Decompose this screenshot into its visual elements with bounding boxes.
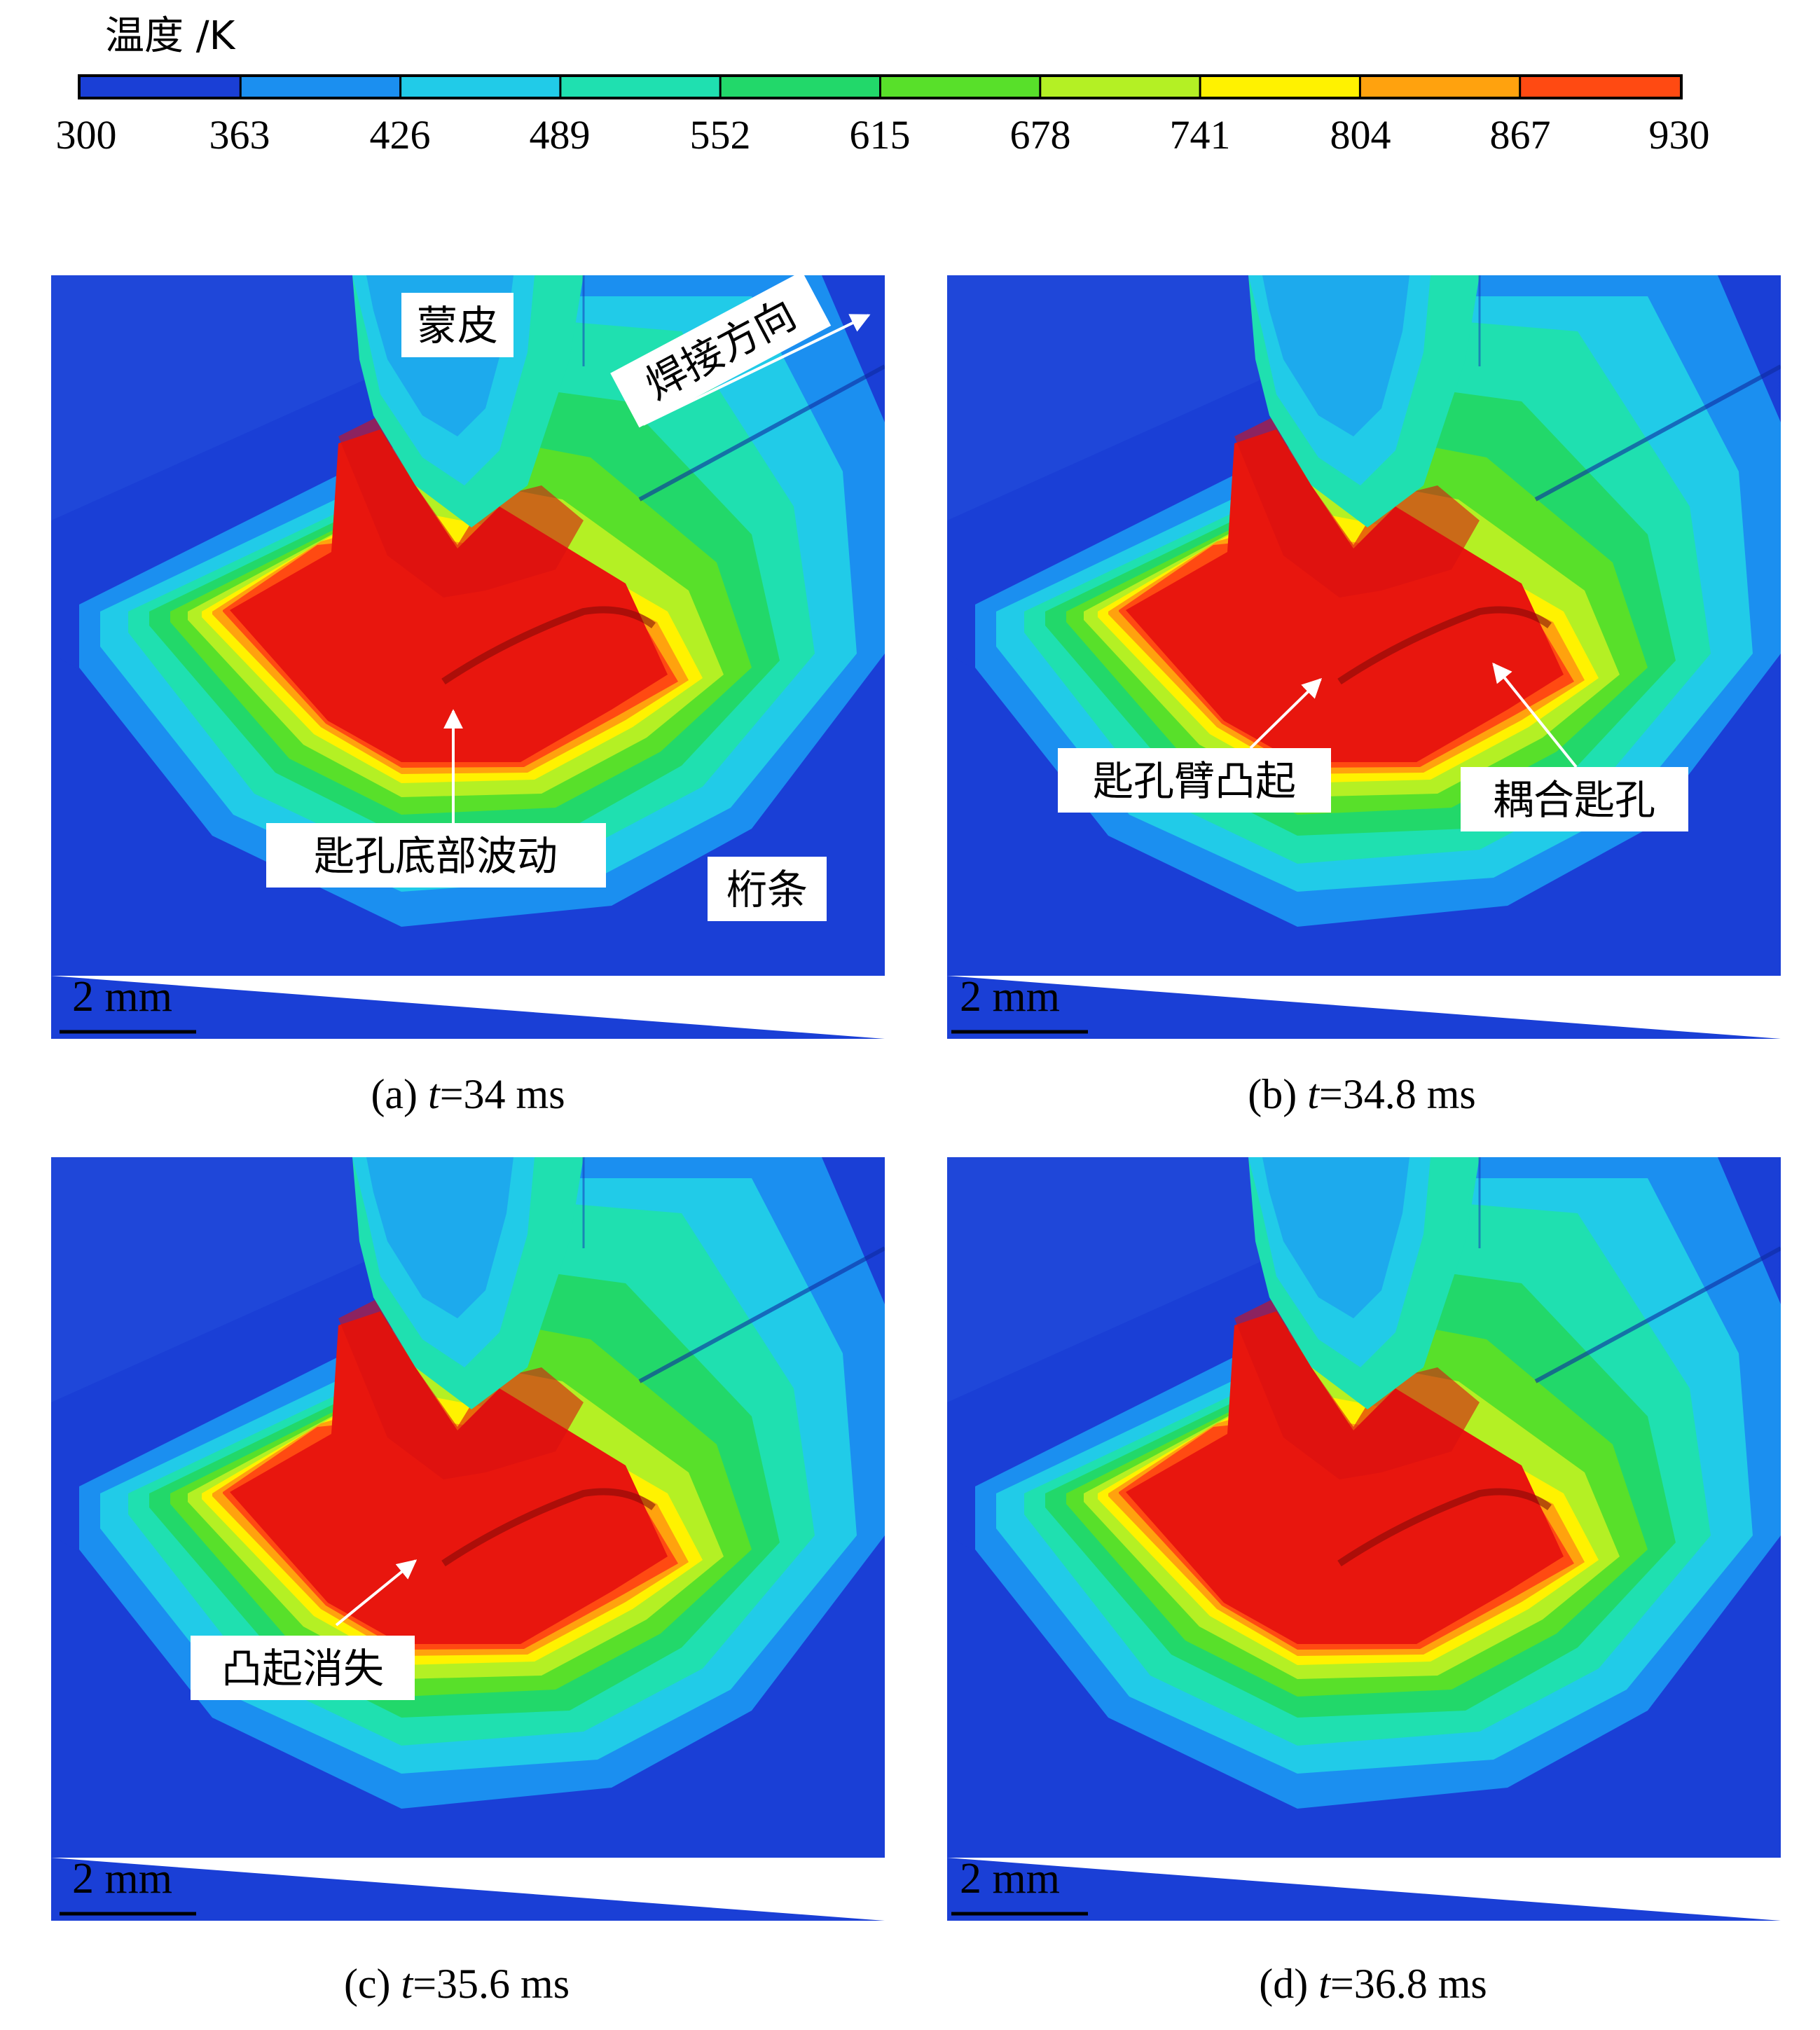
colorbar-ticks [239, 77, 1522, 97]
colorbar-segment [720, 77, 881, 97]
label-bulge-gone: 凸起消失 [191, 1636, 415, 1700]
label-stringer: 桁条 [708, 857, 827, 921]
colorbar-tick-label: 867 [1490, 112, 1551, 158]
label-stringer-text: 桁条 [726, 866, 808, 913]
welding-direction-arrow [642, 314, 871, 426]
coupled-keyhole-arrow [1492, 662, 1578, 768]
panel-d-caption: (d) t=36.8 ms [1259, 1961, 1487, 2007]
bulge-gone-arrow [335, 1559, 418, 1627]
scale-bar-label: 2 mm [72, 973, 172, 1021]
colorbar-segment [880, 77, 1041, 97]
colorbar-tick-label: 300 [56, 112, 117, 158]
label-arm-bulge-text: 匙孔臂凸起 [1093, 757, 1296, 805]
colorbar-tick-label: 678 [1010, 112, 1071, 158]
colorbar-segment [1040, 77, 1201, 97]
label-skin-text: 蒙皮 [417, 302, 498, 350]
colorbar-tick-label: 804 [1330, 112, 1391, 158]
label-skin: 蒙皮 [401, 293, 513, 357]
colorbar-segment [400, 77, 561, 97]
colorbar-tick-labels: 300 363 426 489 552 615 678 741 804 867 … [56, 112, 1710, 158]
label-keyhole-bottom-text: 匙孔底部波动 [314, 832, 558, 880]
panel-a: 蒙皮 焊接方向 匙孔底部波动 桁条 2 mm (a) t=34 ms [51, 271, 885, 1117]
scale-bar-label: 2 mm [960, 973, 1060, 1021]
colorbar-segment [1200, 77, 1360, 97]
label-coupled-keyhole: 耦合匙孔 [1461, 767, 1688, 831]
panel-a-caption: (a) t=34 ms [371, 1071, 565, 1117]
panel-d: 2 mm (d) t=36.8 ms [947, 1157, 1781, 2007]
colorbar-segment [1519, 77, 1681, 97]
scale-bar-label: 2 mm [72, 1855, 172, 1903]
panel-c-caption: (c) t=35.6 ms [344, 1961, 570, 2007]
panel-c-temperature-field [51, 1157, 885, 1921]
colorbar-tick-label: 930 [1649, 112, 1710, 158]
colorbar-tick-label: 741 [1170, 112, 1231, 158]
colorbar-segments [81, 77, 1681, 97]
label-arm-bulge: 匙孔臂凸起 [1058, 748, 1331, 813]
label-bulge-gone-text: 凸起消失 [221, 1645, 384, 1692]
panel-b-temperature-field [947, 275, 1781, 1039]
panel-b-caption: (b) t=34.8 ms [1248, 1071, 1476, 1117]
panel-a-temperature-field [51, 275, 885, 1039]
colorbar-frame [78, 74, 1683, 99]
colorbar-segment [240, 77, 401, 97]
panel-c: 凸起消失 2 mm (c) t=35.6 ms [51, 1157, 885, 2007]
colorbar-segment [560, 77, 721, 97]
colorbar-tick-label: 615 [850, 112, 911, 158]
colorbar-tick-label: 489 [530, 112, 591, 158]
label-coupled-keyhole-text: 耦合匙孔 [1493, 776, 1655, 824]
arm-bulge-arrow [1249, 678, 1322, 750]
colorbar: 温度 /K 300 363 426 489 552 615 678 741 80… [56, 13, 1710, 158]
colorbar-segment [1360, 77, 1521, 97]
colorbar-tick-label: 552 [690, 112, 751, 158]
colorbar-tick-label: 426 [370, 112, 431, 158]
colorbar-segment [81, 77, 241, 97]
panel-b: 匙孔臂凸起 耦合匙孔 2 mm (b) t=34.8 ms [947, 275, 1781, 1117]
colorbar-title: 温度 /K [105, 13, 236, 59]
scale-bar-label: 2 mm [960, 1855, 1060, 1903]
colorbar-tick-label: 363 [209, 112, 270, 158]
label-keyhole-bottom: 匙孔底部波动 [266, 823, 606, 888]
panel-d-temperature-field [947, 1157, 1781, 1921]
